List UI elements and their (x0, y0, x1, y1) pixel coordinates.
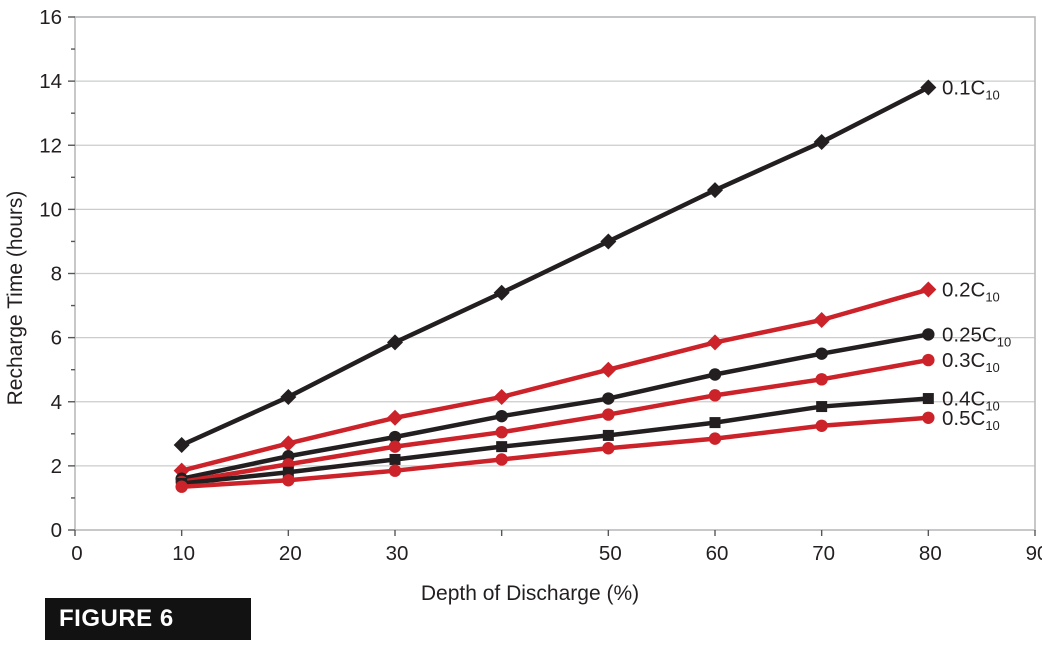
series-marker-0.3C10 (815, 373, 828, 386)
series-marker-0.2C10 (280, 435, 297, 452)
series-marker-0.2C10 (387, 409, 403, 426)
series-marker-0.2C10 (707, 334, 723, 351)
series-label-subscript: 10 (985, 360, 999, 375)
series-marker-0.3C10 (495, 426, 508, 439)
series-marker-0.1C10 (493, 284, 510, 301)
series-marker-0.5C10 (815, 419, 828, 432)
series-marker-0.25C10 (815, 347, 828, 360)
series-label-subscript: 10 (985, 418, 999, 433)
x-tick-label: 20 (279, 542, 302, 565)
series-marker-0.25C10 (602, 392, 615, 405)
series-marker-0.1C10 (707, 182, 723, 199)
series-label-0.2C10: 0.2C10 (942, 279, 1000, 305)
series-marker-0.3C10 (602, 408, 615, 421)
series-marker-0.5C10 (922, 411, 935, 424)
series-marker-0.4C10 (389, 453, 401, 465)
series-marker-0.4C10 (816, 401, 828, 413)
series-marker-0.5C10 (708, 432, 722, 445)
y-tick-label: 12 (39, 134, 62, 157)
series-marker-0.4C10 (709, 417, 721, 429)
series-label-0.25C10: 0.25C10 (942, 323, 1011, 349)
series-marker-0.3C10 (708, 389, 722, 402)
x-tick-label: 0 (71, 542, 82, 565)
series-marker-0.25C10 (708, 368, 722, 381)
series-label-0.1C10: 0.1C10 (942, 77, 1000, 103)
series-marker-0.5C10 (282, 474, 295, 487)
series-marker-0.1C10 (280, 388, 297, 405)
y-tick-label: 14 (39, 70, 62, 93)
series-marker-0.5C10 (388, 464, 402, 477)
y-tick-label: 4 (51, 391, 62, 414)
series-marker-0.5C10 (175, 480, 188, 493)
series-label-subscript: 10 (985, 290, 999, 305)
series-marker-0.2C10 (813, 311, 830, 328)
x-axis-title: Depth of Discharge (%) (421, 582, 639, 605)
figure-caption: FIGURE 6 (59, 605, 174, 632)
series-marker-0.4C10 (922, 393, 934, 405)
x-tick-label: 70 (812, 542, 835, 565)
series-marker-0.5C10 (602, 442, 615, 455)
series-label-subscript: 10 (997, 334, 1011, 349)
series-marker-0.4C10 (496, 441, 508, 453)
series-marker-0.1C10 (600, 233, 617, 250)
y-tick-label: 8 (51, 263, 62, 286)
series-marker-0.2C10 (493, 388, 510, 405)
series-label-subscript: 10 (985, 399, 999, 414)
series-marker-0.25C10 (495, 409, 508, 423)
series-label-0.3C10: 0.3C10 (942, 349, 1000, 375)
figure-caption-box: FIGURE 6 (45, 598, 251, 640)
series-line-0.3C10 (181, 357, 929, 485)
series-marker-0.3C10 (388, 440, 402, 453)
y-tick-label: 6 (51, 327, 62, 350)
x-tick-label: 50 (599, 542, 622, 565)
series-marker-0.1C10 (920, 79, 937, 96)
series-line-0.1C10 (180, 85, 930, 448)
series-marker-0.25C10 (922, 328, 935, 341)
series-marker-0.1C10 (813, 134, 830, 151)
y-tick-label: 16 (39, 6, 62, 29)
series-label-subscript: 10 (985, 88, 999, 103)
series-marker-0.1C10 (387, 334, 403, 351)
y-tick-label: 0 (51, 519, 62, 542)
x-tick-label: 90 (1026, 542, 1042, 565)
series-marker-0.5C10 (495, 453, 508, 466)
series-line-0.2C10 (181, 287, 929, 473)
series-marker-0.1C10 (173, 437, 190, 454)
series-marker-0.4C10 (602, 429, 614, 441)
y-tick-label: 2 (51, 455, 62, 478)
y-axis-title: Recharge Time (hours) (4, 191, 27, 406)
series-marker-0.2C10 (600, 361, 617, 378)
x-tick-label: 80 (919, 542, 942, 565)
series-marker-0.3C10 (922, 353, 935, 367)
x-tick-label: 30 (386, 542, 409, 565)
series-line-0.4C10 (181, 396, 929, 486)
series-line-0.25C10 (181, 332, 929, 481)
x-tick-label: 60 (706, 542, 729, 565)
series-line-0.5C10 (181, 415, 929, 489)
y-tick-label: 10 (39, 198, 62, 221)
series-marker-0.4C10 (282, 466, 294, 478)
series-marker-0.2C10 (920, 281, 937, 298)
x-tick-label: 10 (172, 542, 195, 565)
series-marker-0.25C10 (388, 430, 402, 444)
